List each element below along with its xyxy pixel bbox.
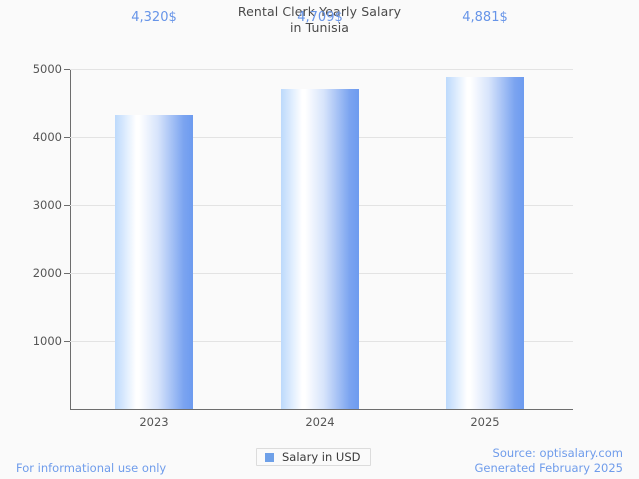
chart-legend[interactable]: Salary in USD — [256, 448, 371, 466]
chart-title-line1: Rental Clerk Yearly Salary — [237, 4, 402, 19]
bar-value-2024: 4,709$ — [297, 10, 343, 25]
legend-swatch-icon — [265, 452, 274, 462]
footer-disclaimer: For informational use only — [16, 461, 167, 475]
y-tick-mark-4000 — [64, 137, 70, 138]
x-axis-line — [70, 409, 573, 410]
bar-2023[interactable] — [115, 115, 193, 409]
y-tick-mark-1000 — [64, 341, 70, 342]
x-tick-label-2023: 2023 — [139, 415, 169, 429]
bar-value-2025: 4,881$ — [462, 10, 508, 25]
y-tick-label-1000: 1000 — [32, 334, 62, 348]
footer-generated-line: Generated February 2025 — [474, 461, 623, 475]
footer-source-line: Source: optisalary.com — [492, 446, 623, 460]
y-axis-line — [70, 69, 71, 410]
bar-2025[interactable] — [446, 77, 524, 409]
x-tick-label-2024: 2024 — [305, 415, 335, 429]
chart-title: Rental Clerk Yearly Salary in Tunisia — [0, 4, 639, 36]
y-tick-label-3000: 3000 — [32, 198, 62, 212]
bar-2024[interactable] — [281, 89, 359, 409]
plot-area: 4,320$ 4,709$ 4,881$ — [70, 10, 573, 409]
chart-title-line2: in Tunisia — [289, 20, 350, 35]
x-tick-label-2025: 2025 — [470, 415, 500, 429]
footer-source: Source: optisalary.com Generated Februar… — [474, 446, 623, 476]
gridline-5000 — [70, 69, 573, 70]
y-tick-mark-2000 — [64, 273, 70, 274]
bar-value-2023: 4,320$ — [131, 10, 177, 25]
legend-item-label: Salary in USD — [282, 450, 361, 464]
y-tick-mark-5000 — [64, 69, 70, 70]
y-tick-mark-3000 — [64, 205, 70, 206]
y-tick-label-5000: 5000 — [32, 62, 62, 76]
y-tick-label-2000: 2000 — [32, 266, 62, 280]
y-tick-label-4000: 4000 — [32, 130, 62, 144]
